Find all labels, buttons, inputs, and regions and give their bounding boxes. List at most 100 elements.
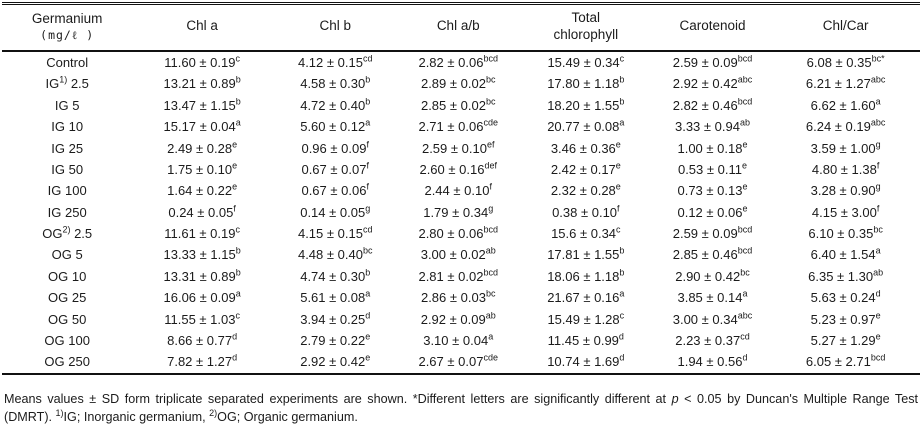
cell-value: 0.12 ± 0.06 [677,204,743,220]
cell-significance-letters: e [365,331,371,342]
table-cell: 2.82 ± 0.46bcd [654,95,772,116]
table-cell: 13.31 ± 0.89b [132,266,272,287]
cell-value: 2.42 ± 0.17 [550,161,616,177]
table-cell: 0.96 ± 0.09f [272,137,399,158]
table-cell: 4.15 ± 3.00f [771,201,920,222]
table-cell: 5.61 ± 0.08a [272,287,399,308]
table-row: OG 10 13.31 ± 0.89b 4.74 ± 0.30b 2.81 ± 0.0… [2,266,920,287]
text-part: Control [46,54,89,70]
cell-significance-letters: bcd [483,53,498,64]
cell-value: 2.44 ± 0.10 [424,183,490,199]
table-cell: 6.35 ± 1.30ab [771,266,920,287]
cell-significance-letters: b [365,267,371,278]
text-part: IG 50 [51,161,84,177]
table-cell: 1.64 ± 0.22e [132,180,272,201]
table-row: OG 25 16.06 ± 0.09a 5.61 ± 0.08a 2.86 ± 0.0… [2,287,920,308]
cell-significance-letters: e [742,181,748,192]
table-cell: 2.92 ± 0.42abc [654,73,772,94]
table-cell: 4.12 ± 0.15cd [272,51,399,73]
cell-significance-letters: cde [483,353,498,364]
row-label: IG 50 [2,159,132,180]
cell-value: 5.27 ± 1.29 [810,333,876,349]
table-cell: 1.75 ± 0.10e [132,159,272,180]
cell-significance-letters: bc* [871,53,885,64]
cell-value: 4.15 ± 3.00 [811,204,877,220]
text-part: 1) [55,407,64,418]
cell-value: 4.15 ± 0.15 [297,226,363,242]
table-cell: 2.85 ± 0.02bc [399,95,518,116]
table-cell: 11.60 ± 0.19c [132,51,272,73]
table-cell: 0.67 ± 0.07f [272,159,399,180]
cell-significance-letters: c [235,224,240,235]
cell-significance-letters: g [875,139,881,150]
table-cell: 3.94 ± 0.25d [272,308,399,329]
cell-significance-letters: f [366,139,369,150]
cell-value: 2.81 ± 0.02 [418,268,484,284]
cell-significance-letters: a [235,288,241,299]
cell-significance-letters: g [488,203,494,214]
cell-significance-letters: b [619,75,625,85]
table-row: OG2) 2.5 11.61 ± 0.19c 4.15 ± 0.15cd 2.80 ±… [2,223,920,244]
cell-significance-letters: e [875,310,881,321]
cell-significance-letters: e [615,139,621,150]
row-label: IG 5 [2,95,132,116]
cell-significance-letters: c [616,224,621,235]
table-cell: 3.85 ± 0.14a [654,287,772,308]
table-row: OG 250 7.82 ± 1.27d 2.92 ± 0.42e 2.67 ± 0.0… [2,351,920,375]
row-label: IG 25 [2,137,132,158]
table-cell: 5.27 ± 1.29e [771,330,920,351]
table-cell: 6.21 ± 1.27abc [771,73,920,94]
cell-value: 4.12 ± 0.15 [297,54,363,70]
row-label: OG 50 [2,308,132,329]
cell-value: 17.80 ± 1.18 [547,76,620,92]
cell-value: 0.73 ± 0.13 [677,183,743,199]
table-cell: 2.92 ± 0.09ab [399,308,518,329]
table-cell: 4.48 ± 0.40bc [272,244,399,265]
text-part: OG 50 [48,311,87,327]
table-cell: 4.72 ± 0.40b [272,95,399,116]
table-container: Germanium (mg/ℓ ) Chl a Chl b Chl a/b To… [2,2,920,375]
cell-significance-letters: bc [485,96,496,107]
cell-value: 15.17 ± 0.04 [163,119,236,135]
cell-value: 2.92 ± 0.09 [420,311,486,327]
cell-significance-letters: bcd [737,53,753,64]
table-cell: 11.45 ± 0.99d [518,330,654,351]
column-header-chl-ab: Chl a/b [398,5,518,52]
cell-value: 18.20 ± 1.55 [547,97,620,113]
table-row: IG 25 2.49 ± 0.28e 0.96 ± 0.09f 2.59 ± 0.10… [2,137,920,158]
cell-value: 8.66 ± 0.77 [167,333,233,349]
table-cell: 13.21 ± 0.89b [132,73,272,94]
text-part: OG 100 [44,333,90,349]
cell-value: 6.35 ± 1.30 [808,268,874,284]
cell-significance-letters: a [875,96,881,107]
column-header-chl-b: Chl b [271,5,399,52]
cell-value: 1.64 ± 0.22 [167,183,233,199]
cell-value: 0.24 ± 0.05 [168,204,234,220]
row-label: IG 250 [2,201,132,222]
cell-significance-letters: a [235,117,241,128]
cell-value: 1.94 ± 0.56 [677,354,743,370]
cell-value: 6.08 ± 0.35 [806,54,872,70]
cell-value: 15.6 ± 0.34 [551,226,617,242]
cell-significance-letters: d [742,353,748,364]
table-cell: 15.6 ± 0.34c [518,223,654,244]
cell-value: 6.10 ± 0.35 [808,226,874,242]
cell-value: 18.06 ± 1.18 [547,268,620,284]
table-footnote: Means values ± SD form triplicate separa… [2,387,920,426]
cell-value: 20.77 ± 0.08 [547,119,620,135]
table-cell: 2.82 ± 0.06bcd [399,51,518,73]
cell-significance-letters: e [232,160,238,171]
row-label: Control [2,51,132,73]
text-part: IG 100 [47,183,87,199]
cell-significance-letters: e [232,139,238,150]
row-label: OG 10 [2,266,132,287]
cell-value: 6.40 ± 1.54 [810,247,876,263]
cell-significance-letters: f [876,160,880,171]
cell-value: 2.32 ± 0.28 [550,183,616,199]
header-line: Total [571,10,601,25]
table-cell: 21.67 ± 0.16a [518,287,654,308]
table-row: IG1) 2.5 13.21 ± 0.89b 4.58 ± 0.30b 2.89 ± … [2,73,920,94]
cell-significance-letters: bc [740,267,750,278]
table-cell: 2.79 ± 0.22e [272,330,399,351]
row-label: OG 100 [2,330,132,351]
